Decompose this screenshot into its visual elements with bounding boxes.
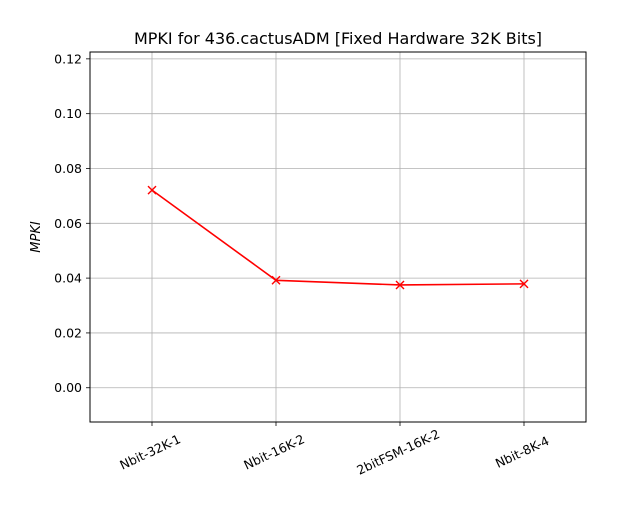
y-tick-label: 0.08 <box>54 161 82 176</box>
x-tick-label: Nbit-8K-4 <box>493 433 551 471</box>
data-point-marker <box>147 185 157 195</box>
data-point-marker <box>271 275 281 285</box>
y-axis-label: MPKI <box>29 221 44 253</box>
y-tick-label: 0.04 <box>54 271 82 286</box>
series-layer <box>147 185 529 290</box>
y-tick-label: 0.12 <box>54 51 82 66</box>
grid-lines <box>90 52 586 422</box>
data-point-marker <box>519 279 529 289</box>
plot-area-frame <box>89 51 587 423</box>
y-tick-label: 0.00 <box>54 380 82 395</box>
x-axis-ticks: Nbit-32K-1 Nbit-16K-2 2bitFSM-16K-2 Nbit-8K… <box>117 422 551 478</box>
x-tick-label: 2bitFSM-16K-2 <box>354 426 442 478</box>
data-point-marker <box>395 280 405 290</box>
y-tick-label: 0.06 <box>54 216 82 231</box>
x-tick-label: Nbit-16K-2 <box>241 431 307 472</box>
series-line <box>151 189 525 286</box>
x-tick-label: Nbit-32K-1 <box>117 431 183 472</box>
y-tick-label: 0.10 <box>54 106 82 121</box>
chart-title: MPKI for 436.cactusADM [Fixed Hardware 3… <box>134 29 542 48</box>
y-tick-label: 0.02 <box>54 325 82 340</box>
y-axis-ticks: 0.00 0.02 0.04 0.06 0.08 0.10 0.12 <box>54 51 90 395</box>
